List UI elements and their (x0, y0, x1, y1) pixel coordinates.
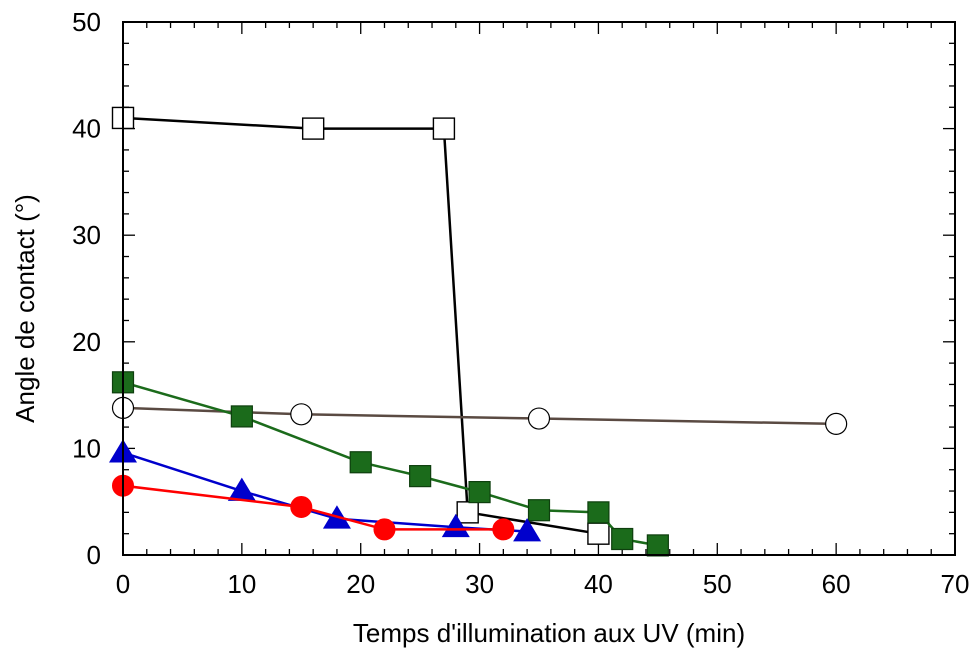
x-tick-label: 40 (584, 569, 613, 599)
filled-square-point (646, 534, 669, 557)
filled-triangle-point (513, 518, 542, 542)
filled-triangle-point (227, 477, 256, 501)
filled-square-point (409, 465, 432, 488)
y-tick-label: 0 (87, 540, 101, 570)
open-square-point (456, 501, 479, 524)
axis-ticks (122, 21, 956, 556)
y-tick-label: 30 (72, 220, 101, 250)
x-tick-label: 60 (822, 569, 851, 599)
series-3 (111, 371, 669, 557)
open-circle-point (527, 407, 551, 430)
open-square-point (432, 117, 456, 140)
open-circle-point (825, 412, 848, 435)
filled-square-point (527, 499, 551, 522)
open-circle-point (290, 403, 313, 426)
filled-square-point (230, 405, 253, 428)
x-axis-label: Temps d'illumination aux UV (min) (353, 618, 745, 648)
filled-circle-point (373, 518, 396, 541)
y-tick-label: 10 (72, 433, 101, 463)
filled-circle-point (492, 518, 515, 541)
open-square-point (301, 117, 325, 140)
x-tick-label: 10 (227, 569, 256, 599)
series-1 (111, 106, 610, 545)
filled-square-point (611, 527, 634, 551)
series-5-line (122, 484, 504, 531)
filled-triangle-point (441, 513, 470, 538)
x-tick-label: 50 (703, 569, 732, 599)
x-tick-label: 30 (465, 569, 494, 599)
x-tick-label: 0 (116, 569, 130, 599)
tick-labels: 0 10 20 30 40 50 60 70 0 10 20 30 40 50 (72, 7, 969, 599)
plot-frame (122, 21, 956, 556)
series-2 (111, 396, 848, 435)
open-square-point (587, 522, 610, 545)
series-2-line (122, 406, 837, 426)
filled-square-point (468, 481, 491, 504)
y-axis-label: Angle de contact (°) (10, 194, 40, 423)
y-tick-label: 20 (72, 327, 101, 357)
filled-circle-point (290, 496, 313, 519)
x-tick-label: 70 (941, 569, 970, 599)
filled-square-point (587, 501, 610, 524)
series-layer (108, 106, 848, 557)
y-tick-label: 50 (72, 7, 101, 37)
filled-square-point (349, 451, 372, 474)
x-tick-label: 20 (346, 569, 375, 599)
series-5 (112, 474, 515, 541)
y-tick-label: 40 (72, 114, 101, 144)
